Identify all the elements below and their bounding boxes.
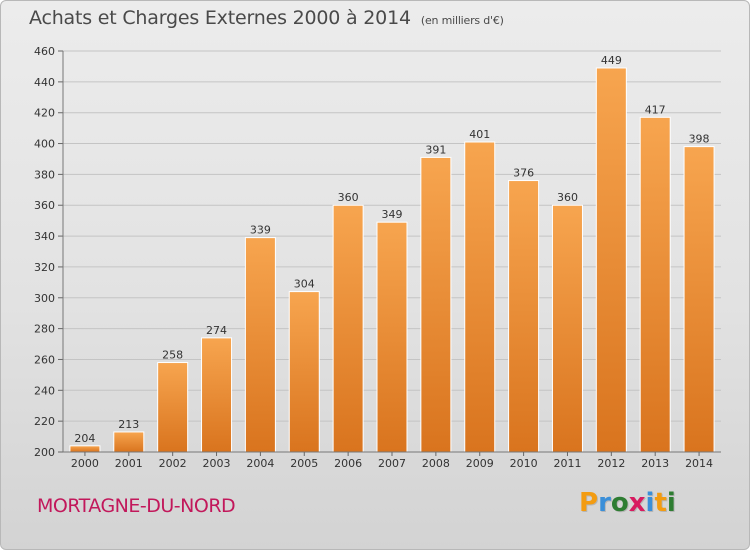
chart-title-text: Achats et Charges Externes 2000 à 2014 [29,7,411,29]
data-label-2014: 398 [689,133,710,146]
proxiti-logo: Proxiti [579,488,676,518]
bar-2011 [551,204,583,453]
y-tick-label: 260 [34,353,55,366]
bar-2003 [201,337,233,453]
bar-2006 [332,204,364,453]
data-label-2002: 258 [162,349,183,362]
data-label-2012: 449 [601,54,622,67]
x-tick-label-2014: 2014 [685,457,713,470]
y-tick-label: 380 [34,168,55,181]
data-label-2001: 213 [118,418,139,431]
logo-letter: x [628,488,646,518]
data-label-2000: 204 [74,432,95,445]
y-tick-label: 300 [34,292,55,305]
data-label-2013: 417 [645,103,666,116]
x-tick-label-2000: 2000 [71,457,99,470]
y-tick-label: 320 [34,261,55,274]
bar-2002 [157,362,189,453]
bar-2014 [683,146,715,453]
data-label-2008: 391 [425,143,446,156]
data-label-2011: 360 [557,191,578,204]
logo-letter: r [598,488,611,518]
y-tick-label: 420 [34,107,55,120]
x-tick-label-2001: 2001 [115,457,143,470]
data-label-2005: 304 [294,278,315,291]
x-tick-label-2005: 2005 [290,457,318,470]
chart-subtitle: (en milliers d'€) [420,14,504,27]
y-tick-label: 240 [34,384,55,397]
x-tick-label-2008: 2008 [422,457,450,470]
logo-letter: t [654,488,667,518]
x-tick-label-2011: 2011 [553,457,581,470]
x-tick-label-2002: 2002 [159,457,187,470]
x-tick-label-2004: 2004 [246,457,274,470]
x-tick-label-2009: 2009 [466,457,494,470]
data-label-2007: 349 [382,208,403,221]
bar-2007 [376,221,408,453]
logo-letter: i [645,488,655,518]
logo-letter: o [610,488,629,518]
data-label-2004: 339 [250,224,271,237]
y-tick-label: 220 [34,415,55,428]
bar-2008 [420,156,452,453]
y-tick-label: 280 [34,323,55,336]
y-tick-label: 360 [34,199,55,212]
y-tick-label: 460 [34,45,55,58]
town-name: MORTAGNE-DU-NORD [37,495,236,517]
bar-2010 [508,180,540,453]
bar-2013 [639,116,671,453]
y-tick-label: 400 [34,138,55,151]
y-tick-label: 200 [34,446,55,459]
y-tick-label: 440 [34,76,55,89]
bar-2012 [595,67,627,453]
x-tick-label-2010: 2010 [510,457,538,470]
x-tick-label-2007: 2007 [378,457,406,470]
bar-2001 [113,431,145,453]
data-label-2009: 401 [469,128,490,141]
logo-letter: i [666,488,676,518]
x-tick-label-2013: 2013 [641,457,669,470]
data-label-2006: 360 [338,191,359,204]
y-tick-label: 340 [34,230,55,243]
data-label-2010: 376 [513,167,534,180]
bar-2005 [288,291,320,453]
bar-2004 [244,237,276,453]
bar-2000 [69,445,101,453]
chart-title: Achats et Charges Externes 2000 à 2014 (e… [29,7,504,29]
logo-letter: P [579,488,599,518]
x-tick-label-2003: 2003 [203,457,231,470]
data-label-2003: 274 [206,324,227,337]
x-tick-label-2006: 2006 [334,457,362,470]
x-tick-label-2012: 2012 [597,457,625,470]
bar-2009 [464,141,496,453]
